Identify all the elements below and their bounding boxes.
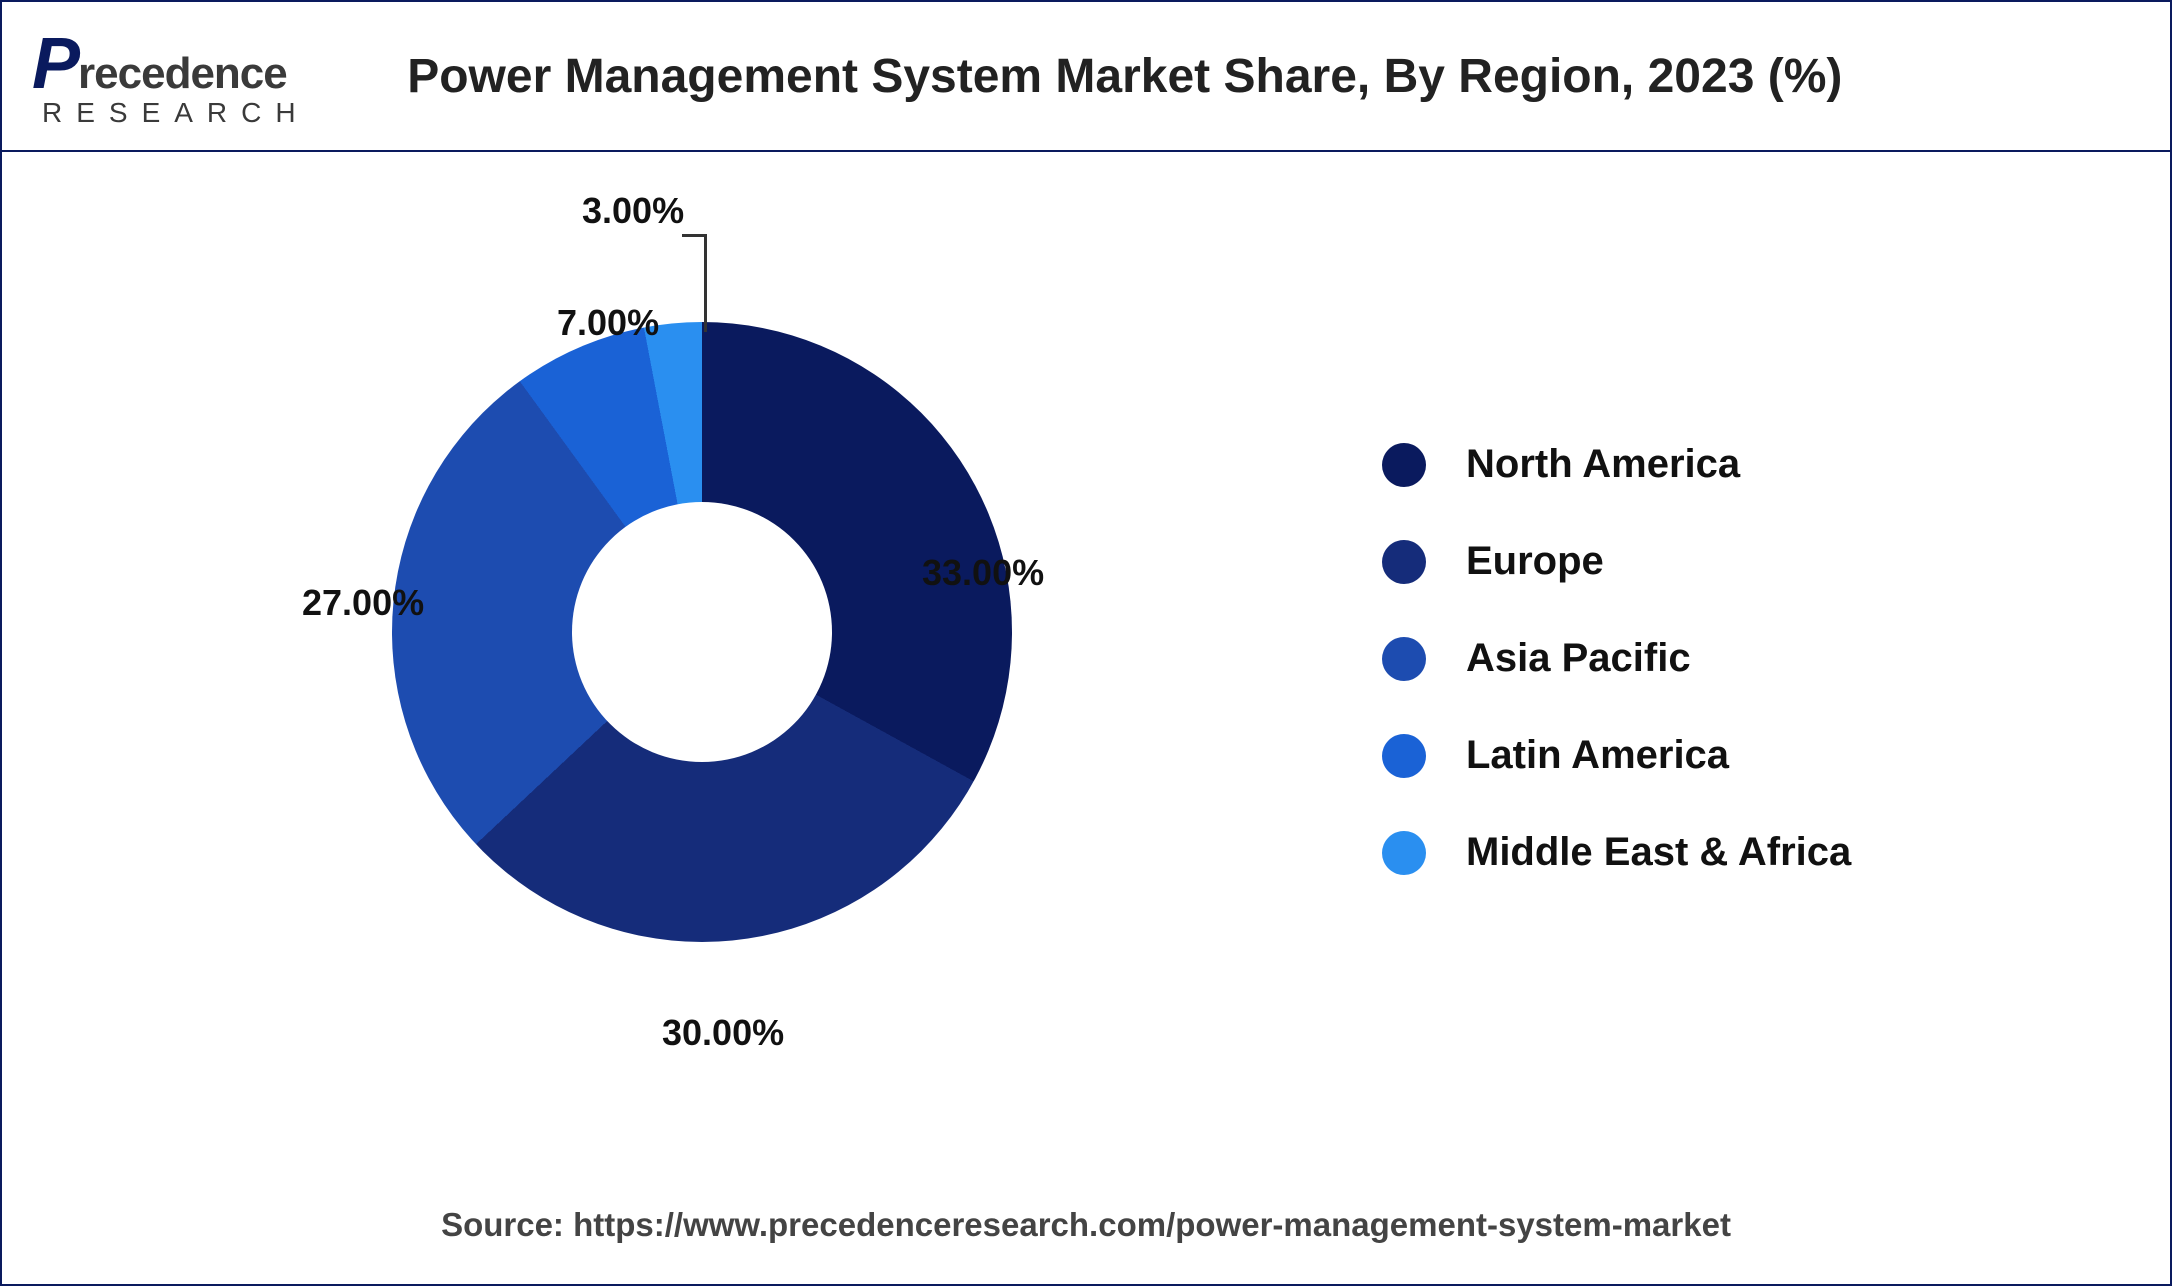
legend-item: Latin America xyxy=(1382,733,1851,778)
chart-content: 33.00% 30.00% 27.00% 7.00% 3.00% North Ameri… xyxy=(2,152,2170,1172)
source-attribution: Source: https://www.precedenceresearch.c… xyxy=(2,1206,2170,1244)
legend-label: Middle East & Africa xyxy=(1466,830,1851,875)
chart-legend: North America Europe Asia Pacific Latin Ame… xyxy=(1382,442,1851,927)
slice-label: 30.00% xyxy=(662,1012,784,1054)
logo-subtext: RESEARCH xyxy=(32,97,310,129)
legend-item: North America xyxy=(1382,442,1851,487)
legend-item: Europe xyxy=(1382,539,1851,584)
slice-label: 33.00% xyxy=(922,552,1044,594)
chart-title: Power Management System Market Share, By… xyxy=(310,49,2140,104)
legend-label: Latin America xyxy=(1466,733,1729,778)
slice-label: 27.00% xyxy=(302,582,424,624)
legend-dot xyxy=(1382,540,1426,584)
donut-hole xyxy=(572,502,832,762)
callout-line xyxy=(682,234,704,237)
legend-dot xyxy=(1382,443,1426,487)
legend-item: Middle East & Africa xyxy=(1382,830,1851,875)
header-row: P recedence RESEARCH Power Management Sy… xyxy=(2,2,2170,152)
legend-dot xyxy=(1382,734,1426,778)
legend-label: Europe xyxy=(1466,539,1604,584)
slice-label: 3.00% xyxy=(582,190,684,232)
legend-label: North America xyxy=(1466,442,1740,487)
brand-logo: P recedence RESEARCH xyxy=(32,23,310,129)
logo-letter: P xyxy=(32,23,78,105)
legend-label: Asia Pacific xyxy=(1466,636,1691,681)
donut-chart: 33.00% 30.00% 27.00% 7.00% 3.00% xyxy=(262,192,1142,1072)
legend-dot xyxy=(1382,637,1426,681)
slice-label: 7.00% xyxy=(557,302,659,344)
callout-line xyxy=(704,234,707,332)
logo-wordmark: recedence xyxy=(78,49,287,99)
legend-dot xyxy=(1382,831,1426,875)
legend-item: Asia Pacific xyxy=(1382,636,1851,681)
